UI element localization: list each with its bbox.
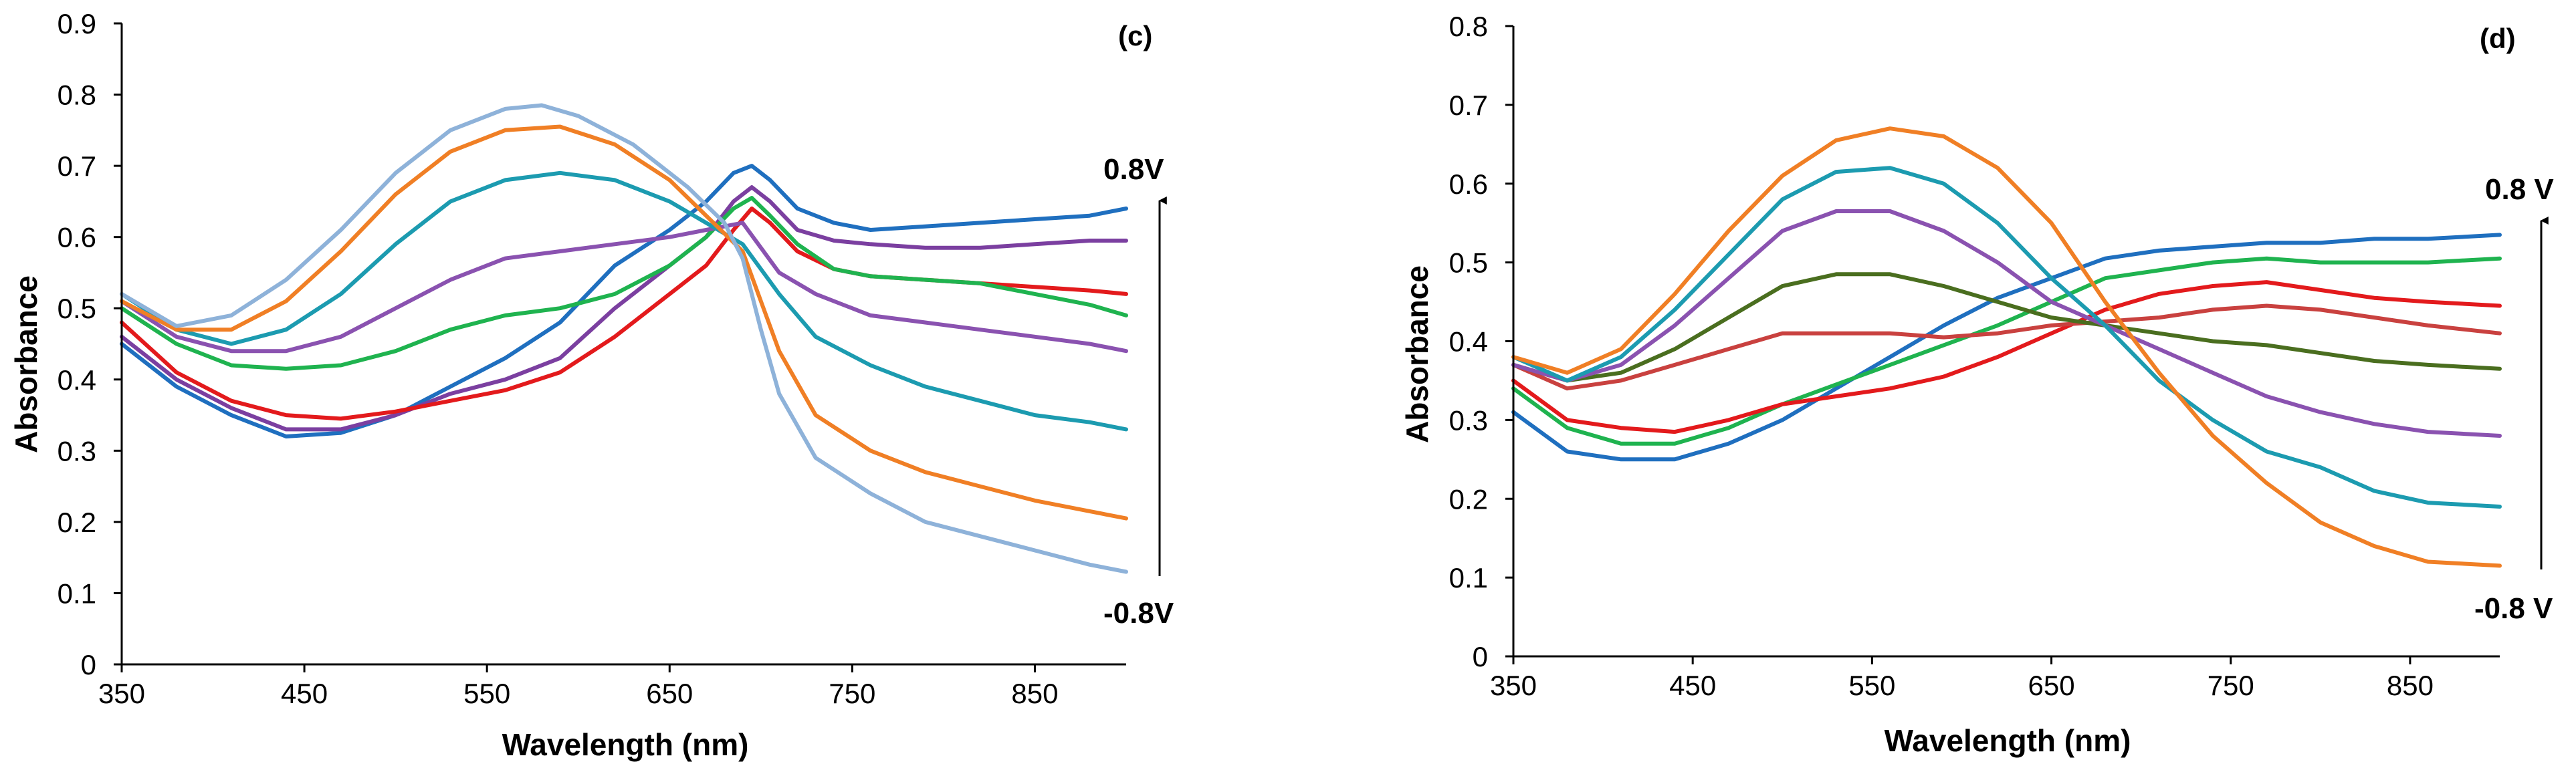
x-tick-label-d: 550 bbox=[1848, 670, 1895, 701]
series-line-c-5 bbox=[120, 221, 1128, 354]
series-line-d-7 bbox=[1511, 166, 2502, 509]
x-tick-label-d: 650 bbox=[2028, 670, 2075, 701]
y-tick-label-d: 0.1 bbox=[1449, 562, 1488, 594]
series-line-d-4 bbox=[1511, 303, 2502, 391]
y-tick-label-c: 0.7 bbox=[58, 150, 96, 182]
x-tick-label-c: 850 bbox=[1011, 678, 1058, 709]
series-line-d-5 bbox=[1511, 272, 2502, 383]
voltage-label-bottom-d: -0.8 V bbox=[2474, 592, 2553, 625]
axes-d bbox=[1512, 26, 2500, 658]
chart-panel-c: 350 450 550 650 750 850 0 0.1 0.2 0.3 0.4 0.5 0.6 0.7… bbox=[9, 8, 1174, 762]
y-tick-label-d: 0.6 bbox=[1449, 168, 1488, 200]
series-line-c-3 bbox=[120, 207, 1128, 421]
y-tick-label-c: 0.8 bbox=[58, 80, 96, 111]
series-line-c-6 bbox=[120, 170, 1128, 432]
series-line-d-1 bbox=[1511, 233, 2502, 462]
y-tick-label-d: 0.8 bbox=[1449, 11, 1488, 42]
x-tick-label-c: 450 bbox=[281, 678, 328, 709]
y-tick-label-c: 0.6 bbox=[58, 222, 96, 253]
series-line-d-2 bbox=[1511, 256, 2502, 446]
ticks-c: 350 450 550 650 750 850 0 0.1 0.2 0.3 0.4 0.5 0.6 0.7… bbox=[58, 8, 1059, 709]
series-line-c-8 bbox=[120, 103, 1128, 574]
x-tick-label-d: 350 bbox=[1490, 670, 1537, 701]
series-line-c-7 bbox=[120, 124, 1128, 521]
x-axis-label-c: Wavelength (nm) bbox=[502, 727, 749, 762]
y-tick-label-c: 0.2 bbox=[58, 507, 96, 538]
y-tick-label-c: 0.3 bbox=[58, 435, 96, 467]
series-line-c-4 bbox=[120, 196, 1128, 371]
y-tick-label-d: 0.2 bbox=[1449, 483, 1488, 515]
x-tick-label-c: 550 bbox=[463, 678, 510, 709]
y-tick-label-d: 0.3 bbox=[1449, 404, 1488, 436]
y-tick-label-c: 0 bbox=[81, 649, 96, 680]
y-tick-label-d: 0.5 bbox=[1449, 247, 1488, 279]
y-axis-label-d: Absorbance bbox=[1400, 265, 1434, 443]
series-group-c bbox=[120, 103, 1128, 574]
y-axis-label-c: Absorbance bbox=[9, 275, 43, 453]
voltage-label-top-d: 0.8 V bbox=[2485, 173, 2554, 206]
x-tick-label-c: 750 bbox=[829, 678, 875, 709]
y-tick-label-c: 0.1 bbox=[58, 577, 96, 609]
y-tick-label-c: 0.9 bbox=[58, 8, 96, 39]
voltage-label-top-c: 0.8V bbox=[1103, 153, 1164, 186]
series-line-d-3 bbox=[1511, 280, 2502, 434]
series-line-c-1 bbox=[120, 164, 1128, 438]
ticks-d: 350 450 550 650 750 850 0 0.1 0.2 0.3 0.4 0.5 0.6 0.7… bbox=[1449, 11, 2434, 701]
y-tick-label-c: 0.5 bbox=[58, 293, 96, 324]
x-tick-label-d: 850 bbox=[2387, 670, 2434, 701]
y-tick-label-d: 0.4 bbox=[1449, 326, 1488, 358]
series-line-d-8 bbox=[1511, 126, 2502, 568]
x-tick-label-d: 450 bbox=[1669, 670, 1716, 701]
panel-label-c: (c) bbox=[1118, 20, 1152, 51]
y-tick-label-d: 0.7 bbox=[1449, 90, 1488, 121]
y-tick-label-c: 0.4 bbox=[58, 364, 96, 396]
x-tick-label-c: 350 bbox=[98, 678, 145, 709]
x-axis-label-d: Wavelength (nm) bbox=[1885, 723, 2131, 758]
voltage-label-bottom-c: -0.8V bbox=[1103, 597, 1174, 630]
y-tick-label-d: 0 bbox=[1473, 641, 1488, 672]
chart-panel-d: 350 450 550 650 750 850 0 0.1 0.2 0.3 0.4 0.5 0.6 0.7… bbox=[1400, 11, 2554, 758]
series-line-d-6 bbox=[1511, 209, 2502, 438]
panel-label-d: (d) bbox=[2480, 23, 2516, 54]
x-tick-label-d: 750 bbox=[2208, 670, 2254, 701]
x-tick-label-c: 650 bbox=[646, 678, 693, 709]
series-group-d bbox=[1511, 126, 2502, 568]
axes-c bbox=[120, 23, 1126, 666]
